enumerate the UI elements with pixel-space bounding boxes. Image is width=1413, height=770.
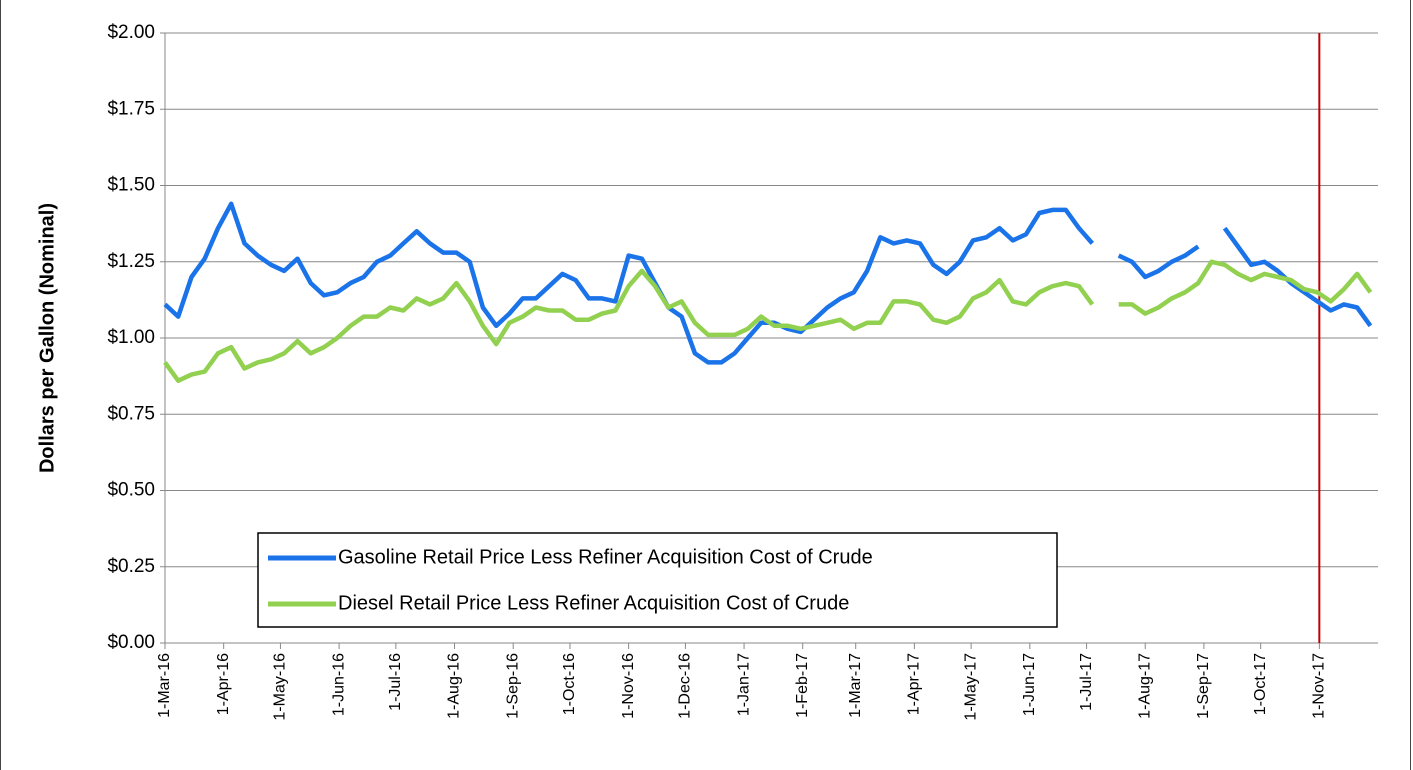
legend-box xyxy=(257,532,1058,628)
x-tick-label: 1-Nov-17 xyxy=(1311,653,1328,719)
x-tick-label: 1-Sep-17 xyxy=(1195,653,1212,719)
legend-label: Gasoline Retail Price Less Refiner Acqui… xyxy=(338,546,873,568)
x-tick-label: 1-May-17 xyxy=(962,653,979,721)
x-tick-label: 1-Nov-16 xyxy=(620,653,637,719)
y-tick-label: $2.00 xyxy=(107,22,155,43)
x-tick-label: 1-Feb-17 xyxy=(794,653,811,718)
series-line xyxy=(163,201,1373,365)
x-tick-label: 1-Apr-16 xyxy=(215,653,232,715)
y-tick-label: $0.50 xyxy=(107,480,155,501)
x-tick-label: 1-Sep-16 xyxy=(504,653,521,719)
x-tick-label: 1-Jul-17 xyxy=(1078,653,1095,711)
x-tick-label: 1-Jan-17 xyxy=(735,653,752,716)
x-tick-label: 1-Mar-17 xyxy=(847,653,864,718)
x-tick-label: 1-Jun-16 xyxy=(330,653,347,716)
y-tick-label: $0.75 xyxy=(107,403,155,424)
legend-label: Diesel Retail Price Less Refiner Acquisi… xyxy=(338,592,849,614)
y-tick-label: $0.25 xyxy=(107,556,155,577)
y-axis-label: Dollars per Gallon (Nominal) xyxy=(36,203,58,473)
y-tick-label: $1.50 xyxy=(107,175,155,196)
x-tick-label: 1-Aug-16 xyxy=(446,653,463,719)
x-tick-label: 1-Dec-16 xyxy=(677,653,694,719)
x-tick-label: 1-Oct-16 xyxy=(561,653,578,715)
series-line xyxy=(163,259,1373,383)
y-tick-label: $1.25 xyxy=(107,251,155,272)
x-tick-label: 1-Mar-16 xyxy=(156,653,173,718)
x-tick-label: 1-Apr-17 xyxy=(906,653,923,715)
y-tick-label: $1.00 xyxy=(107,327,155,348)
x-tick-label: 1-Jun-17 xyxy=(1021,653,1038,716)
x-tick-label: 1-May-16 xyxy=(272,653,289,721)
y-tick-label: $0.00 xyxy=(107,632,155,653)
x-tick-label: 1-Jul-16 xyxy=(387,653,404,711)
x-tick-label: 1-Oct-17 xyxy=(1252,653,1269,715)
y-tick-label: $1.75 xyxy=(107,98,155,119)
x-tick-label: 1-Aug-17 xyxy=(1136,653,1153,719)
